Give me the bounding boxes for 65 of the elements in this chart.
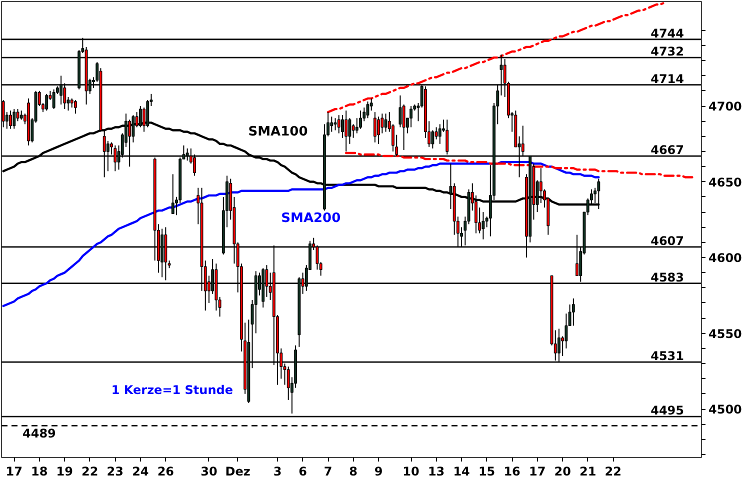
candlestick [410, 106, 413, 128]
x-tick-label: 26 [157, 464, 174, 478]
candlestick [2, 99, 5, 128]
ref-line-label: 4583 [650, 270, 684, 284]
x-tick-label: 18 [31, 464, 48, 478]
annotation: 1 Kerze=1 Stunde [111, 383, 233, 398]
x-tick-label: 17 [6, 464, 22, 478]
x-tick-label: 20 [554, 464, 571, 478]
ref-line-label: 4607 [650, 234, 684, 248]
candlestick [377, 116, 380, 144]
candlestick [74, 99, 77, 114]
candlestick [438, 124, 442, 144]
series-label: SMA100 [248, 124, 308, 140]
candlestick [359, 110, 362, 130]
series-label: SMA200 [281, 210, 341, 226]
x-tick-label: 14 [453, 464, 470, 478]
candlestick [370, 98, 373, 112]
ref-line-label: 4714 [650, 72, 684, 86]
y-tick-label: 4650 [708, 175, 742, 190]
line-series [2, 160, 600, 308]
x-tick-label: 22 [82, 464, 98, 478]
x-tick-label: 3 [273, 464, 282, 478]
x-tick-label: 23 [106, 464, 124, 478]
candlestick [171, 174, 174, 214]
candlestick [341, 114, 344, 138]
candlestick [9, 110, 12, 130]
candlestick [12, 108, 16, 130]
y-tick-label: 4500 [708, 402, 742, 417]
y-tick-label: 4550 [708, 326, 742, 341]
x-tick-label: 13 [428, 464, 445, 478]
x-tick-label: 17 [528, 464, 546, 478]
y-tick-label: 4600 [708, 251, 742, 266]
candlestick [431, 130, 434, 149]
x-tick-label: 10 [402, 464, 420, 478]
candlestick [337, 114, 340, 134]
ref-line-label: 4744 [650, 26, 684, 40]
x-tick-label: 21 [579, 464, 596, 478]
candlestick [45, 93, 48, 112]
candlestick [348, 118, 352, 144]
x-tick-label: 15 [478, 464, 496, 478]
ref-line-label: 4489 [22, 426, 56, 441]
x-tick-label: 19 [56, 464, 73, 478]
x-tick-label: 16 [504, 464, 520, 478]
candlestick [373, 112, 376, 143]
x-tick-label: 9 [374, 464, 383, 478]
candlestick [572, 298, 575, 326]
ref-line-label: 4531 [650, 349, 684, 364]
candlestick [20, 110, 23, 120]
ref-line-label: 4495 [650, 404, 684, 418]
candlestick [16, 108, 20, 122]
x-tick-label: 6 [298, 464, 307, 478]
candlestick [398, 94, 402, 128]
x-tick-label: 30 [200, 464, 218, 478]
x-tick-label: 24 [132, 464, 149, 478]
ref-line-label: 4667 [650, 143, 684, 158]
x-tick-label: Dez [225, 464, 250, 478]
y-tick-label: 4700 [708, 100, 742, 114]
candlestick [402, 104, 406, 150]
x-tick-label: 8 [349, 464, 358, 478]
x-tick-label: 7 [324, 464, 332, 478]
candlestick [52, 88, 56, 110]
x-tick-label: 22 [604, 464, 622, 478]
ref-line-label: 4732 [650, 44, 684, 59]
candlestick [482, 212, 485, 240]
candlestick [330, 116, 334, 132]
